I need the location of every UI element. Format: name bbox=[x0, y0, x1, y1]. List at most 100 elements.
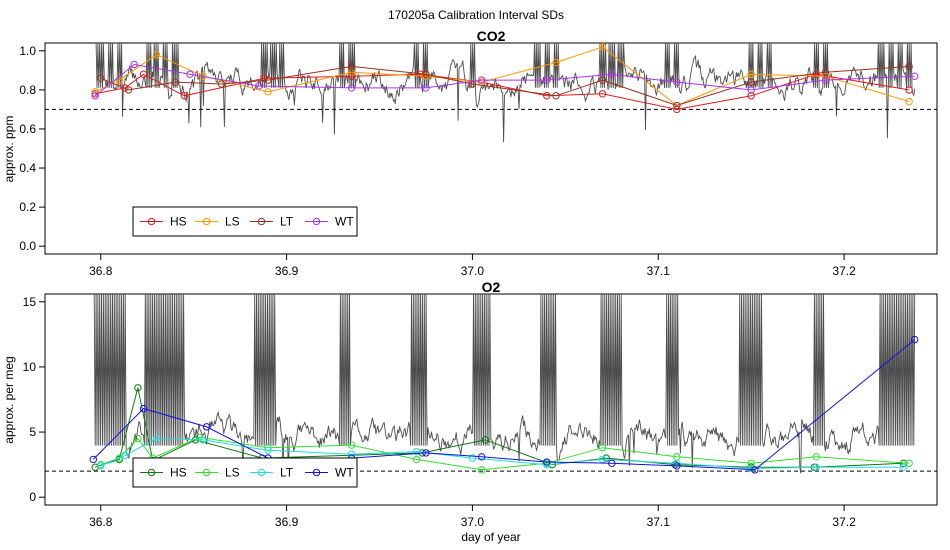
co2-plot-frame bbox=[44, 42, 938, 255]
o2-series-wt-point bbox=[751, 466, 759, 474]
o2-series-wt-point bbox=[478, 453, 486, 461]
co2-series-lt-point bbox=[264, 76, 272, 84]
o2-series-hs-point bbox=[602, 454, 610, 462]
o2-raw-trace-line bbox=[93, 293, 916, 474]
o2-series-lt-point bbox=[199, 436, 207, 444]
o2-legend-lt-marker bbox=[257, 468, 266, 477]
co2-series-ls-point bbox=[152, 51, 161, 59]
o2-series-wt-point bbox=[422, 449, 430, 457]
o2-series-wt bbox=[89, 335, 919, 474]
o2-x-axis-label: day of year bbox=[461, 530, 520, 544]
o2-series-hs-point bbox=[134, 384, 142, 392]
co2-legend-hs-label: HS bbox=[170, 215, 187, 229]
o2-series-ls-point bbox=[134, 434, 142, 443]
o2-series-wt-point bbox=[911, 335, 919, 344]
o2-series-ls-point bbox=[347, 441, 356, 449]
co2-x-tick-label: 37.0 bbox=[461, 264, 485, 278]
o2-series-lt-point bbox=[412, 447, 421, 456]
o2-series-lt-point bbox=[121, 451, 129, 460]
o2-x-tick-label: 36.8 bbox=[89, 515, 113, 529]
co2-x-tick-label: 36.8 bbox=[89, 264, 113, 278]
co2-series-ls-point bbox=[264, 88, 272, 96]
o2-series-lt-point bbox=[97, 462, 105, 470]
co2-series-hs-point bbox=[543, 92, 551, 100]
co2-series-wt-point bbox=[130, 60, 138, 69]
o2-series-lt-point bbox=[673, 459, 681, 468]
o2-x-tick-label: 37.1 bbox=[647, 515, 671, 529]
co2-y-tick-label: 1.0 bbox=[19, 44, 36, 58]
o2-y-tick-label: 5 bbox=[29, 425, 36, 439]
co2-series-wt-point bbox=[255, 82, 263, 90]
o2-series-hs-point bbox=[671, 460, 679, 469]
co2-series-lt-point bbox=[171, 78, 179, 86]
co2-y-tick-label: 0.4 bbox=[19, 161, 36, 175]
co2-legend-wt-label: WT bbox=[335, 215, 354, 229]
o2-series-ls-point bbox=[478, 466, 486, 474]
co2-legend-lt-label: LT bbox=[280, 215, 294, 229]
o2-series-wt-line bbox=[92, 339, 916, 471]
co2-series-hs-point bbox=[260, 74, 268, 82]
co2-series-lt-point bbox=[598, 76, 607, 84]
o2-series-ls-point bbox=[812, 453, 820, 461]
o2-series-lt-line bbox=[100, 438, 904, 470]
co2-series-hs-point bbox=[905, 86, 913, 94]
co2-series-ls-point bbox=[552, 58, 560, 67]
co2-y-tick-label: 0.0 bbox=[19, 239, 36, 253]
co2-series-wt-point bbox=[821, 76, 830, 84]
co2-series-wt-point bbox=[186, 70, 194, 78]
co2-y-tick-label: 0.2 bbox=[19, 200, 36, 214]
o2-series-wt-point bbox=[608, 459, 616, 468]
co2-series-hs-point bbox=[598, 90, 607, 98]
co2-series-ls-point bbox=[347, 68, 356, 77]
o2-x-tick-label: 36.9 bbox=[275, 515, 299, 529]
o2-x-axis: 36.8 36.9 37.0 37.1 37.2 bbox=[89, 505, 856, 529]
o2-series-ls-point bbox=[905, 459, 913, 468]
co2-series-ls-point bbox=[91, 88, 99, 96]
o2-x-tick-label: 37.0 bbox=[461, 515, 485, 529]
co2-series-ls-line bbox=[94, 46, 910, 107]
co2-series-wt-point bbox=[91, 92, 99, 100]
o2-y-axis: 0 5 10 15 bbox=[23, 295, 45, 504]
co2-series-lt-point bbox=[747, 78, 755, 86]
co2-x-tick-label: 37.2 bbox=[832, 264, 856, 278]
co2-series-hs-point bbox=[180, 92, 189, 100]
co2-series-ls bbox=[91, 43, 913, 110]
co2-legend-ls-label: LS bbox=[225, 215, 240, 229]
co2-series-wt-point bbox=[747, 86, 755, 94]
o2-series-lt-point bbox=[899, 463, 908, 471]
o2-series-ls-point bbox=[598, 443, 607, 452]
o2-series-ls-point bbox=[747, 459, 755, 468]
o2-series-lt-point bbox=[264, 446, 272, 454]
o2-panel-title: O2 bbox=[482, 279, 501, 295]
co2-series-wt bbox=[91, 60, 919, 100]
o2-series-lt-point bbox=[747, 464, 755, 473]
co2-series-ls-point bbox=[905, 97, 913, 106]
o2-legend-hs-label: HS bbox=[170, 466, 187, 480]
o2-legend-ls-marker bbox=[202, 468, 211, 477]
o2-series-wt-point bbox=[543, 458, 551, 466]
co2-series-wt-point bbox=[608, 70, 616, 78]
co2-legend-hs-marker bbox=[147, 217, 156, 226]
co2-series-ls-point bbox=[821, 72, 830, 80]
co2-series-lt-point bbox=[673, 101, 681, 110]
o2-series-wt-point bbox=[139, 404, 148, 413]
co2-series-ls-point bbox=[598, 43, 607, 51]
co2-series-lt-point bbox=[905, 62, 913, 71]
o2-y-axis-label: approx. per meg bbox=[2, 356, 16, 443]
co2-y-axis-label: approx. ppm bbox=[2, 116, 16, 183]
co2-y-axis: 0.0 0.2 0.4 0.6 0.8 1.0 bbox=[19, 44, 45, 253]
co2-x-tick-label: 36.9 bbox=[275, 264, 299, 278]
co2-series-lt bbox=[97, 62, 913, 110]
co2-series-lt-point bbox=[821, 68, 830, 77]
o2-series-ls-line bbox=[100, 436, 910, 471]
co2-y-tick-label: 0.8 bbox=[19, 83, 36, 97]
co2-series-lt-point bbox=[552, 92, 560, 100]
figure-title: 170205a Calibration Interval SDs bbox=[388, 8, 564, 22]
o2-series-wt-point bbox=[673, 462, 681, 470]
co2-series-lt-point bbox=[422, 70, 430, 78]
o2-series-hs-line bbox=[95, 387, 904, 468]
o2-legend-wt-marker bbox=[312, 468, 321, 477]
o2-series-wt-point bbox=[89, 455, 98, 464]
o2-series-hs-point bbox=[481, 436, 490, 444]
